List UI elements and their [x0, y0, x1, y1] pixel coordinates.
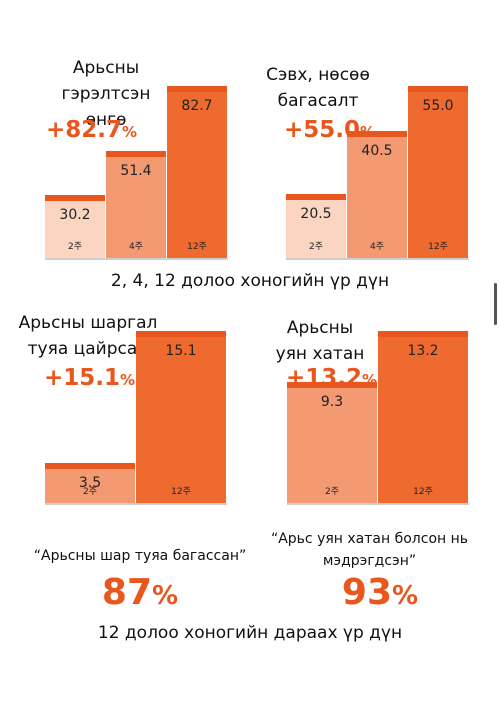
bar-2주: 3.5 2주	[45, 463, 135, 503]
bar-category-label: 4주	[128, 242, 143, 252]
bar-value-label: 13.2	[407, 343, 439, 359]
bar-2주: 30.2 2주	[45, 195, 105, 258]
bar-value-label: 55.0	[422, 98, 454, 114]
chart-baseline	[286, 258, 469, 260]
bar-2주: 9.3 2주	[287, 382, 377, 503]
bar-category-label: 12주	[171, 487, 191, 497]
survey-value-1: 87%	[40, 572, 240, 613]
scrollbar[interactable]	[494, 283, 497, 325]
bar-category-label: 12주	[413, 487, 433, 497]
bar-value-label: 51.4	[120, 163, 152, 179]
chart3-highlight-unit: %	[120, 371, 136, 389]
bar-category-label: 2주	[324, 487, 339, 497]
bar-value-label: 82.7	[181, 98, 213, 114]
bar-cap	[378, 331, 468, 337]
survey-value-2-number: 93	[341, 572, 393, 613]
chart1-highlight-unit: %	[122, 123, 138, 141]
bar-value-label: 20.5	[300, 206, 332, 222]
bar-value-label: 9.3	[320, 394, 344, 410]
survey-quote-2: “Арьс уян хатан болсон нь мэдрэгдсэн”	[270, 531, 469, 569]
chart-baseline	[45, 258, 228, 260]
bar-12주: 15.1 12주	[136, 331, 226, 503]
chart1-highlight-value: +82.7	[46, 117, 123, 143]
survey-quote-1: “Арьсны шар туяа багассан”	[33, 548, 247, 564]
chart1-title: Арьсны гэрэлтсэн өнгө	[61, 58, 151, 130]
bar-cap	[136, 331, 226, 337]
chart2-title: Сэвх, нөсөө багасалт	[266, 65, 370, 111]
bar-4주: 51.4 4주	[106, 151, 166, 258]
survey-value-2-unit: %	[392, 581, 419, 611]
chart3-title: Арьсны шаргал туяа цайрсан	[18, 313, 158, 359]
bar-12주: 82.7 12주	[167, 86, 227, 258]
bar-category-label: 4주	[369, 242, 384, 252]
bar-value-label: 40.5	[361, 143, 393, 159]
bar-category-label: 12주	[187, 242, 207, 252]
bar-cap	[167, 86, 227, 92]
survey-value-2: 93%	[280, 572, 480, 613]
bar-value-label: 3.5	[78, 475, 102, 491]
chart-baseline	[287, 503, 469, 505]
chart1-highlight: +82.7%	[46, 117, 137, 143]
bar-cap	[286, 194, 346, 200]
bar-category-label: 2주	[67, 242, 82, 252]
survey-value-1-unit: %	[152, 581, 179, 611]
bar-cap	[106, 151, 166, 157]
bar-cap	[45, 463, 135, 469]
chart-baseline	[45, 503, 227, 505]
bar-cap	[408, 86, 468, 92]
weeks-result-caption: 2, 4, 12 долоо хоногийн үр дүн	[110, 271, 390, 291]
chart4-title: Арьсны уян хатан	[275, 318, 365, 364]
after-12-weeks-caption: 12 долоо хоногийн дараах үр дүн	[97, 623, 403, 643]
bar-value-label: 30.2	[59, 207, 91, 223]
bar-cap	[347, 131, 407, 137]
bar-12주: 55.0 12주	[408, 86, 468, 258]
chart3-highlight-value: +15.1	[44, 365, 121, 391]
bar-cap	[287, 382, 377, 388]
bar-value-label: 15.1	[165, 343, 197, 359]
survey-value-1-number: 87	[101, 572, 153, 613]
bar-2주: 20.5 2주	[286, 194, 346, 258]
bar-category-label: 12주	[428, 242, 448, 252]
bar-12주: 13.2 12주	[378, 331, 468, 503]
bar-category-label: 2주	[308, 242, 323, 252]
bar-category-label: 2주	[82, 487, 97, 497]
bar-4주: 40.5 4주	[347, 131, 407, 258]
chart3-highlight: +15.1%	[44, 365, 135, 391]
bar-cap	[45, 195, 105, 201]
